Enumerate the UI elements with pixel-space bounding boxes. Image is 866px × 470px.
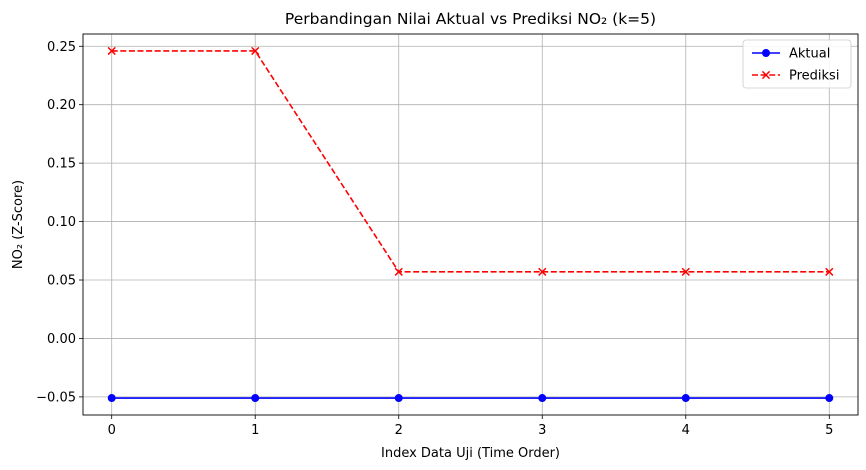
legend-item-prediksi: Prediksi [752, 69, 839, 84]
plot-frame [82, 33, 859, 416]
legend-label: Aktual [789, 47, 830, 62]
data-point-aktual [681, 394, 690, 403]
grid [83, 34, 858, 415]
legend-box [742, 39, 852, 89]
x-marker-stroke [107, 46, 116, 56]
legend-marker [761, 70, 771, 80]
y-tick-label: 0.15 [47, 157, 76, 172]
x-marker-stroke [825, 267, 834, 276]
y-tick-label: 0.25 [47, 40, 76, 55]
x-marker-stroke [251, 46, 260, 56]
x-tick-label: 3 [538, 423, 546, 438]
x-tick-label: 0 [108, 423, 116, 438]
y-axis-label: NO₂ (Z-Score) [11, 180, 26, 269]
x-marker-stroke [538, 267, 547, 276]
legend-marker [762, 49, 770, 57]
x-tick-label: 5 [825, 423, 833, 438]
series-layer [107, 46, 834, 403]
data-point-prediksi [538, 267, 547, 276]
data-point-prediksi [394, 267, 403, 276]
x-axis-label: Index Data Uji (Time Order) [381, 446, 560, 461]
x-tick-label: 4 [682, 423, 690, 438]
y-tick-label: 0.10 [47, 215, 76, 230]
ticks: 0 1 2 3 4 5 −0.05 0.00 0.05 0.10 0.15 0.20 0.25 [36, 40, 833, 438]
y-tick-label: −0.05 [36, 390, 76, 405]
data-point-prediksi [825, 267, 834, 276]
chart-title: Perbandingan Nilai Aktual vs Prediksi NO… [285, 10, 656, 28]
data-point-aktual [538, 394, 547, 403]
x-marker-stroke [394, 267, 403, 276]
x-tick-label: 1 [251, 423, 259, 438]
series-line-prediksi [111, 50, 830, 273]
data-point-prediksi [107, 46, 116, 56]
data-point-aktual [107, 394, 116, 403]
y-tick-label: 0.00 [47, 332, 76, 347]
y-tick-label: 0.05 [47, 274, 76, 289]
legend-item-aktual: Aktual [752, 47, 830, 62]
data-point-aktual [251, 394, 260, 403]
legend-label: Prediksi [789, 69, 839, 84]
data-point-aktual [394, 394, 403, 403]
data-point-aktual [825, 394, 834, 403]
data-point-prediksi [681, 267, 690, 276]
y-tick-label: 0.20 [47, 98, 76, 113]
legend: Aktual Prediksi [742, 39, 852, 89]
data-point-prediksi [251, 46, 260, 56]
x-tick-label: 2 [395, 423, 403, 438]
x-marker-stroke [681, 267, 690, 276]
